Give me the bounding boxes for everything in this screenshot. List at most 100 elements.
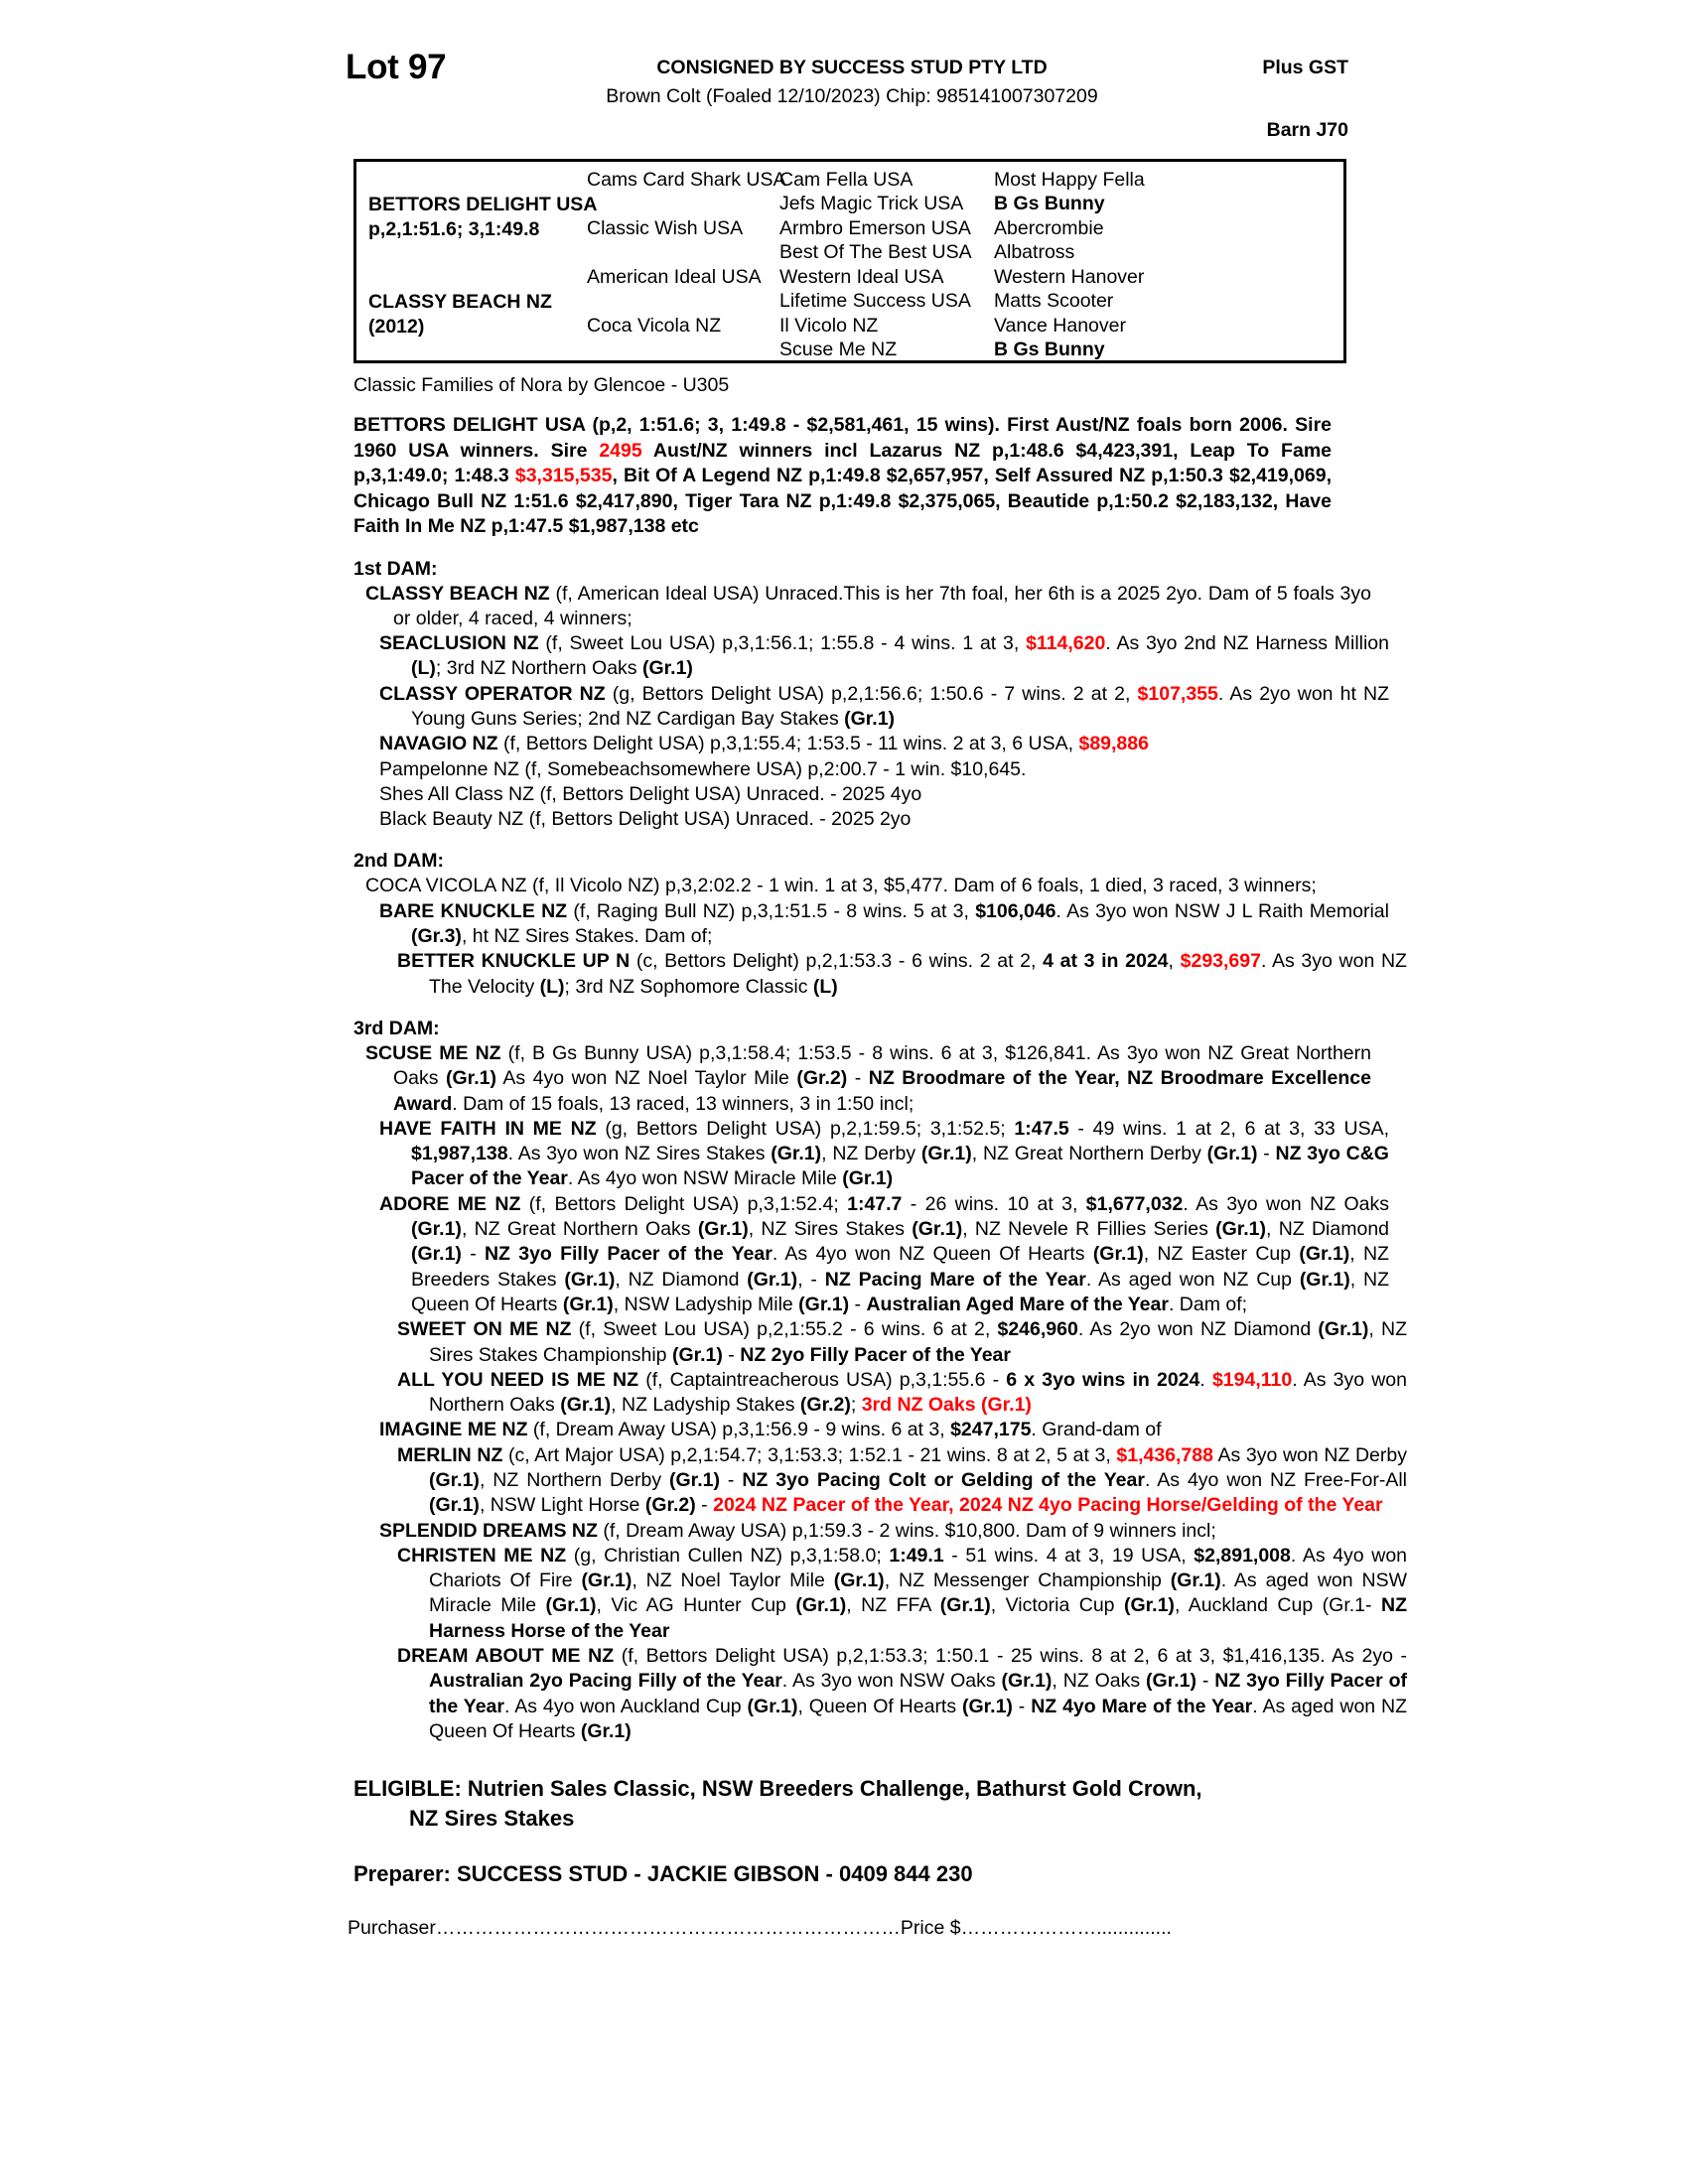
emphasis-text: (Gr.1) (1299, 1268, 1350, 1291)
text-run: , Queen Of Hearts (797, 1695, 962, 1717)
emphasis-text: (Gr.1) (842, 1167, 894, 1190)
text-run: (c, Bettors Delight) p,2,1:53.3 - 6 wins… (630, 950, 1044, 973)
text-run: , NZ Derby (821, 1143, 921, 1165)
pedigree-gen4-5: Western Hanover (994, 266, 1145, 288)
pedigree-entry: ALL YOU NEED IS ME NZ (f, Captaintreache… (353, 1368, 1407, 1419)
pedigree-entry: SPLENDID DREAMS NZ (f, Dream Away USA) p… (353, 1519, 1389, 1544)
emphasis-text: 1:47.5 (1014, 1117, 1069, 1140)
emphasis-text: (Gr.1) (429, 1494, 480, 1517)
text-run: . Dam of 15 foals, 13 raced, 13 winners,… (452, 1092, 914, 1115)
text-run: - 51 wins. 4 at 3, 19 USA, (943, 1544, 1195, 1567)
text-run: (f, American Ideal USA) Unraced.This is … (393, 582, 1371, 629)
pedigree-gen3-6: Lifetime Success USA (779, 290, 971, 312)
text-run: . As 4yo won NZ Queen Of Hearts (772, 1243, 1093, 1266)
emphasis-text: (L) (539, 975, 565, 998)
pedigree-sire-dam: Classic Wish USA (587, 217, 744, 239)
text-run: As 3yo won NZ Derby (1212, 1443, 1407, 1466)
pedigree-entry: Black Beauty NZ (f, Bettors Delight USA)… (353, 807, 1389, 832)
text-run: , NSW Ladyship Mile (613, 1293, 799, 1315)
emphasis-text: (L) (812, 975, 838, 998)
emphasis-text: (Gr.1) (1206, 1143, 1258, 1165)
highlight-text: $114,620 (1026, 632, 1106, 655)
highlight-text: 2024 NZ Pacer of the Year, 2024 NZ 4yo P… (713, 1494, 1383, 1517)
family-line: Classic Families of Nora by Glencoe - U3… (353, 374, 730, 396)
text-run: . As 4yo won NSW Miracle Mile (567, 1167, 843, 1190)
emphasis-text: (Gr.1) (920, 1143, 972, 1165)
emphasis-text: Australian Aged Mare of the Year (866, 1293, 1169, 1315)
text-run: Shes All Class NZ (f, Bettors Delight US… (379, 782, 922, 805)
pedigree-dam-dam: Coca Vicola NZ (587, 315, 722, 337)
text-run: . As 2yo won NZ Diamond (1077, 1318, 1319, 1341)
text-run: , NZ Northern Derby (479, 1469, 670, 1491)
emphasis-text: (Gr.1) (1001, 1670, 1053, 1693)
text-run: , Victoria Cup (990, 1594, 1124, 1617)
text-run: , NZ Noel Taylor Mile (632, 1570, 834, 1592)
emphasis-text: (Gr.1) (1215, 1218, 1267, 1241)
text-run: . As aged won NZ Cup (1085, 1268, 1300, 1291)
emphasis-text: ADORE ME NZ (379, 1192, 521, 1215)
text-run: Aust/NZ winners incl Lazarus NZ p,1:48.6… (641, 439, 1191, 462)
text-run: ; (850, 1394, 862, 1417)
emphasis-text: (L) (411, 657, 436, 680)
text-run: , NZ Nevele R Fillies Series (962, 1218, 1216, 1241)
emphasis-text: (Gr.1) (545, 1594, 597, 1617)
pedigree-entry: Pampelonne NZ (f, Somebeachsomewhere USA… (353, 757, 1389, 782)
pedigree-entry: COCA VICOLA NZ (f, Il Vicolo NZ) p,3,2:0… (353, 874, 1371, 898)
emphasis-text: (Gr.1) (564, 1268, 616, 1291)
emphasis-text: (Gr.1) (939, 1594, 991, 1617)
emphasis-text: SWEET ON ME NZ (397, 1318, 572, 1341)
text-run: - (719, 1469, 743, 1491)
text-run: - (722, 1343, 741, 1366)
text-run: , - (797, 1268, 825, 1291)
emphasis-text: 1:47.7 (847, 1192, 903, 1215)
text-run: . As 4yo won Chariots Of Fire (429, 1544, 1408, 1592)
plus-gst-label: Plus GST (1262, 57, 1348, 78)
text-run: - (461, 1243, 485, 1266)
text-run: . (1199, 1368, 1212, 1391)
emphasis-text: (Gr.2) (799, 1394, 851, 1417)
emphasis-text: (Gr.2) (796, 1067, 848, 1090)
pedigree-gen4-4: Albatross (994, 241, 1075, 263)
emphasis-text: $247,175 (950, 1419, 1032, 1441)
pedigree-table: Cams Card Shark USA Classic Wish USA Ame… (353, 159, 1346, 363)
emphasis-text: (Gr.1) (747, 1268, 798, 1291)
emphasis-text: BARE KNUCKLE NZ (379, 899, 568, 922)
emphasis-text: (Gr.1) (1124, 1594, 1175, 1617)
text-run: , NZ Queen Of Hearts (411, 1268, 1389, 1315)
consignor-line: CONSIGNED BY SUCCESS STUD PTY LTD (656, 57, 1048, 78)
emphasis-text: (Gr.3) (411, 925, 462, 948)
text-run: (f, Sweet Lou USA) p,3,1:56.1; 1:55.8 - … (538, 632, 1027, 655)
pedigree-entry: ADORE ME NZ (f, Bettors Delight USA) p,3… (353, 1192, 1389, 1317)
page-content: Lot 97 CONSIGNED BY SUCCESS STUD PTY LTD… (346, 44, 1407, 1940)
emphasis-text: 4 at 3 in 2024 (1043, 950, 1169, 973)
pedigree-entry: IMAGINE ME NZ (f, Dream Away USA) p,3,1:… (353, 1418, 1389, 1442)
text-run: COCA VICOLA NZ (f, Il Vicolo NZ) p,3,2:0… (365, 875, 1317, 897)
lot-number: Lot 97 (346, 48, 447, 86)
pedigree-gen3-1: Cam Fella USA (779, 169, 914, 191)
emphasis-text: SPLENDID DREAMS NZ (379, 1519, 598, 1542)
emphasis-text: (Gr.1) (771, 1143, 822, 1165)
emphasis-text: (Gr.1) (560, 1394, 612, 1417)
text-run: (g, Christian Cullen NZ) p,3,1:58.0; (566, 1544, 890, 1567)
pedigree-gen3-4: Best Of The Best USA (779, 241, 972, 263)
pedigree-gen4-1: Most Happy Fella (994, 169, 1145, 191)
pedigree-entry: BETTER KNUCKLE UP N (c, Bettors Delight)… (353, 949, 1407, 1000)
text-run: , ht NZ Sires Stakes. Dam of; (461, 925, 713, 948)
emphasis-text: ALL YOU NEED IS ME NZ (397, 1368, 639, 1391)
text-run: . Dam of; (1168, 1293, 1248, 1315)
text-run: $2,375,065, Beautide p,1:50.2 $2,183,132… (353, 489, 1332, 538)
sire-paragraph: BETTORS DELIGHT USA (p,2, 1:51.6; 3, 1:4… (353, 413, 1332, 540)
text-run: . As 3yo 2nd NZ Harness Million (1105, 632, 1390, 655)
emphasis-text: SEACLUSION NZ (379, 632, 539, 655)
text-run: , NZ Messenger Championship (884, 1570, 1171, 1592)
text-run: , NZ Sires Stakes (748, 1218, 913, 1241)
emphasis-text: CLASSY BEACH NZ (365, 582, 550, 605)
page-header: Lot 97 CONSIGNED BY SUCCESS STUD PTY LTD… (346, 44, 1358, 151)
text-run: , NZ FFA (846, 1594, 940, 1617)
text-run: BETTORS DELIGHT USA (p,2, 1:51.6; 3, 1:4… (353, 414, 1240, 436)
emphasis-text: NZ Harness Horse of the Year (429, 1594, 1407, 1642)
text-run: Black Beauty NZ (f, Bettors Delight USA)… (379, 808, 912, 831)
pedigree-gen3-7: Il Vicolo NZ (779, 315, 879, 337)
text-run: (f, Raging Bull NZ) p,3,1:51.5 - 8 wins.… (567, 899, 976, 922)
